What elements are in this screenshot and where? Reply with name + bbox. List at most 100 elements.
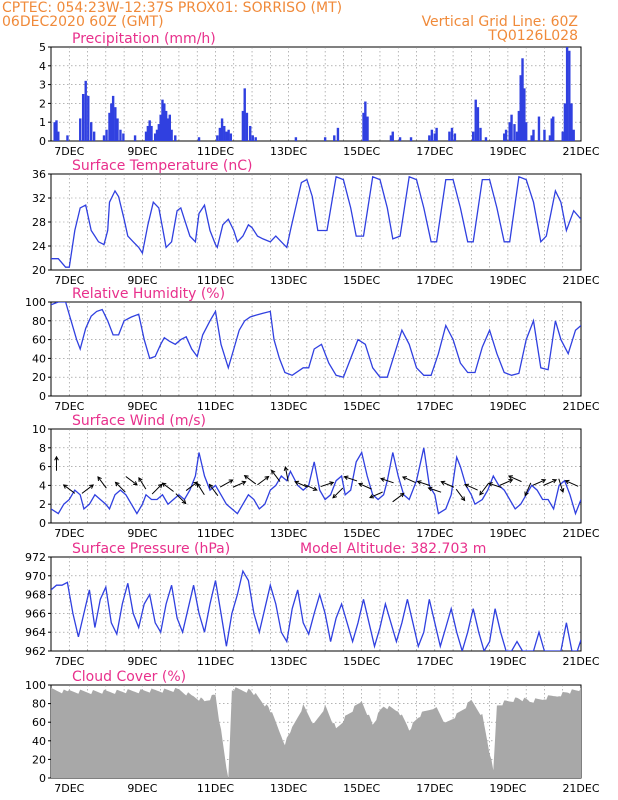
wind-arrow — [270, 469, 281, 482]
wind-ytick-label: 6 — [39, 461, 46, 474]
precip-bar — [484, 137, 488, 141]
precip-bar — [174, 135, 177, 141]
wind-title: Surface Wind (m/s) — [72, 413, 206, 429]
rh-ytick-label: 40 — [32, 352, 46, 365]
wind-panel: Surface Wind (m/s) 0 2 4 6 8 10 7DEC 9DEC 11DEC 13… — [32, 413, 600, 540]
temp-line — [51, 175, 581, 268]
pressure-xtick-label: 19DEC — [489, 655, 526, 668]
precip-bar — [90, 122, 93, 141]
header-run-time: 06DEC2020 60Z (GMT) — [2, 14, 164, 30]
precip-xtick-label: 7DEC — [54, 145, 84, 158]
temperature-panel: Surface Temperature (nC) 20 24 28 32 36 7DEC 9D… — [32, 158, 600, 287]
precip-bar — [517, 110, 521, 141]
wind-arrow — [343, 475, 358, 482]
precip-bar — [476, 107, 480, 141]
wind-arrow — [369, 491, 383, 499]
temp-ytick-label: 24 — [32, 240, 46, 253]
wind-arrow — [507, 475, 522, 483]
cloud-xtick-label: 19DEC — [489, 782, 526, 795]
precip-bar — [218, 127, 222, 141]
header-grid-note: Vertical Grid Line: 60Z — [422, 14, 578, 30]
precip-xtick-label: 19DEC — [489, 145, 526, 158]
wind-arrow — [175, 493, 187, 505]
precip-bar — [144, 131, 148, 141]
wind-ytick-label: 0 — [39, 517, 46, 530]
precipitation-panel: Precipitation (mm/h) 0 1 2 3 4 5 7DEC 9DEC 11DEC 1… — [39, 31, 600, 158]
precip-xtick-label: 15DEC — [343, 145, 380, 158]
cloud-ytick-label: 20 — [32, 753, 46, 766]
precip-bar — [548, 135, 552, 141]
precip-bar — [503, 133, 506, 141]
precip-bar — [519, 75, 522, 141]
wind-arrow — [294, 480, 308, 488]
wind-arrow — [440, 480, 455, 488]
wind-xtick-label: 9DEC — [127, 527, 157, 540]
pressure-ytick-label: 966 — [25, 607, 46, 620]
wind-arrow — [81, 484, 95, 494]
wind-xtick-label: 7DEC — [54, 527, 84, 540]
wind-line — [51, 447, 581, 516]
wind-arrow — [320, 481, 335, 488]
precip-bar — [570, 103, 573, 141]
precip-bar — [524, 122, 528, 141]
wind-ytick-label: 8 — [39, 442, 46, 455]
precip-bar — [197, 137, 201, 141]
precip-bar — [122, 133, 125, 141]
precip-bar — [254, 137, 257, 141]
cloud-ytick-label: 60 — [32, 716, 46, 729]
temp-ytick-label: 28 — [32, 216, 46, 229]
precip-bar — [164, 110, 168, 141]
precip-bar — [114, 107, 117, 141]
precip-bar — [119, 129, 122, 141]
precip-bar — [510, 114, 513, 141]
precip-bar — [225, 131, 228, 141]
wind-arrow — [499, 479, 514, 486]
precip-bar — [84, 80, 87, 141]
pressure-ytick-label: 962 — [25, 645, 46, 658]
wind-arrow — [487, 482, 502, 488]
cloud-xtick-label: 13DEC — [270, 782, 307, 795]
wind-xtick-label: 13DEC — [270, 527, 307, 540]
wind-ytick-label: 4 — [39, 479, 46, 492]
temp-xtick-label: 15DEC — [343, 274, 380, 287]
cloud-xtick-label: 15DEC — [343, 782, 380, 795]
precip-bar — [550, 118, 553, 141]
temp-xtick-label: 19DEC — [489, 274, 526, 287]
wind-arrow — [151, 483, 163, 495]
precip-bar — [57, 131, 60, 141]
header-station: CPTEC: 054:23W-12:37S PROX01: SORRISO (M… — [2, 0, 342, 16]
rh-title: Relative Humidity (%) — [72, 286, 225, 302]
precip-bar — [389, 135, 393, 141]
rh-xtick-label: 17DEC — [416, 400, 453, 413]
precip-bar — [133, 135, 137, 141]
precip-bar — [521, 58, 524, 141]
precip-bar — [148, 120, 151, 141]
precip-bar — [543, 129, 546, 141]
precip-bar — [220, 118, 224, 141]
precip-bar — [79, 118, 82, 141]
pressure-title: Surface Pressure (hPa) — [72, 541, 230, 557]
precip-bar — [515, 131, 519, 141]
precip-bar — [294, 137, 298, 141]
precip-bar — [249, 125, 252, 141]
precip-bar — [102, 135, 106, 141]
cloud-xtick-label: 17DEC — [416, 782, 453, 795]
wind-arrow — [479, 483, 489, 496]
precip-bar — [565, 47, 569, 141]
pressure-xtick-label: 15DEC — [343, 655, 380, 668]
wind-arrow — [232, 480, 247, 488]
precip-bar — [108, 112, 111, 141]
precip-bar — [111, 95, 115, 141]
wind-arrow — [208, 483, 219, 497]
cloud-ytick-label: 40 — [32, 735, 46, 748]
cloud-xtick-label: 7DEC — [54, 782, 84, 795]
precip-ytick-label: 1 — [39, 116, 46, 129]
cloud-cover-area — [51, 687, 581, 778]
precip-ytick-label: 3 — [39, 79, 46, 92]
rh-xtick-label: 11DEC — [197, 400, 234, 413]
pressure-xtick-label: 11DEC — [197, 655, 234, 668]
wind-arrow — [138, 477, 147, 490]
rh-ytick-label: 0 — [39, 390, 46, 403]
wind-arrow — [219, 479, 234, 488]
